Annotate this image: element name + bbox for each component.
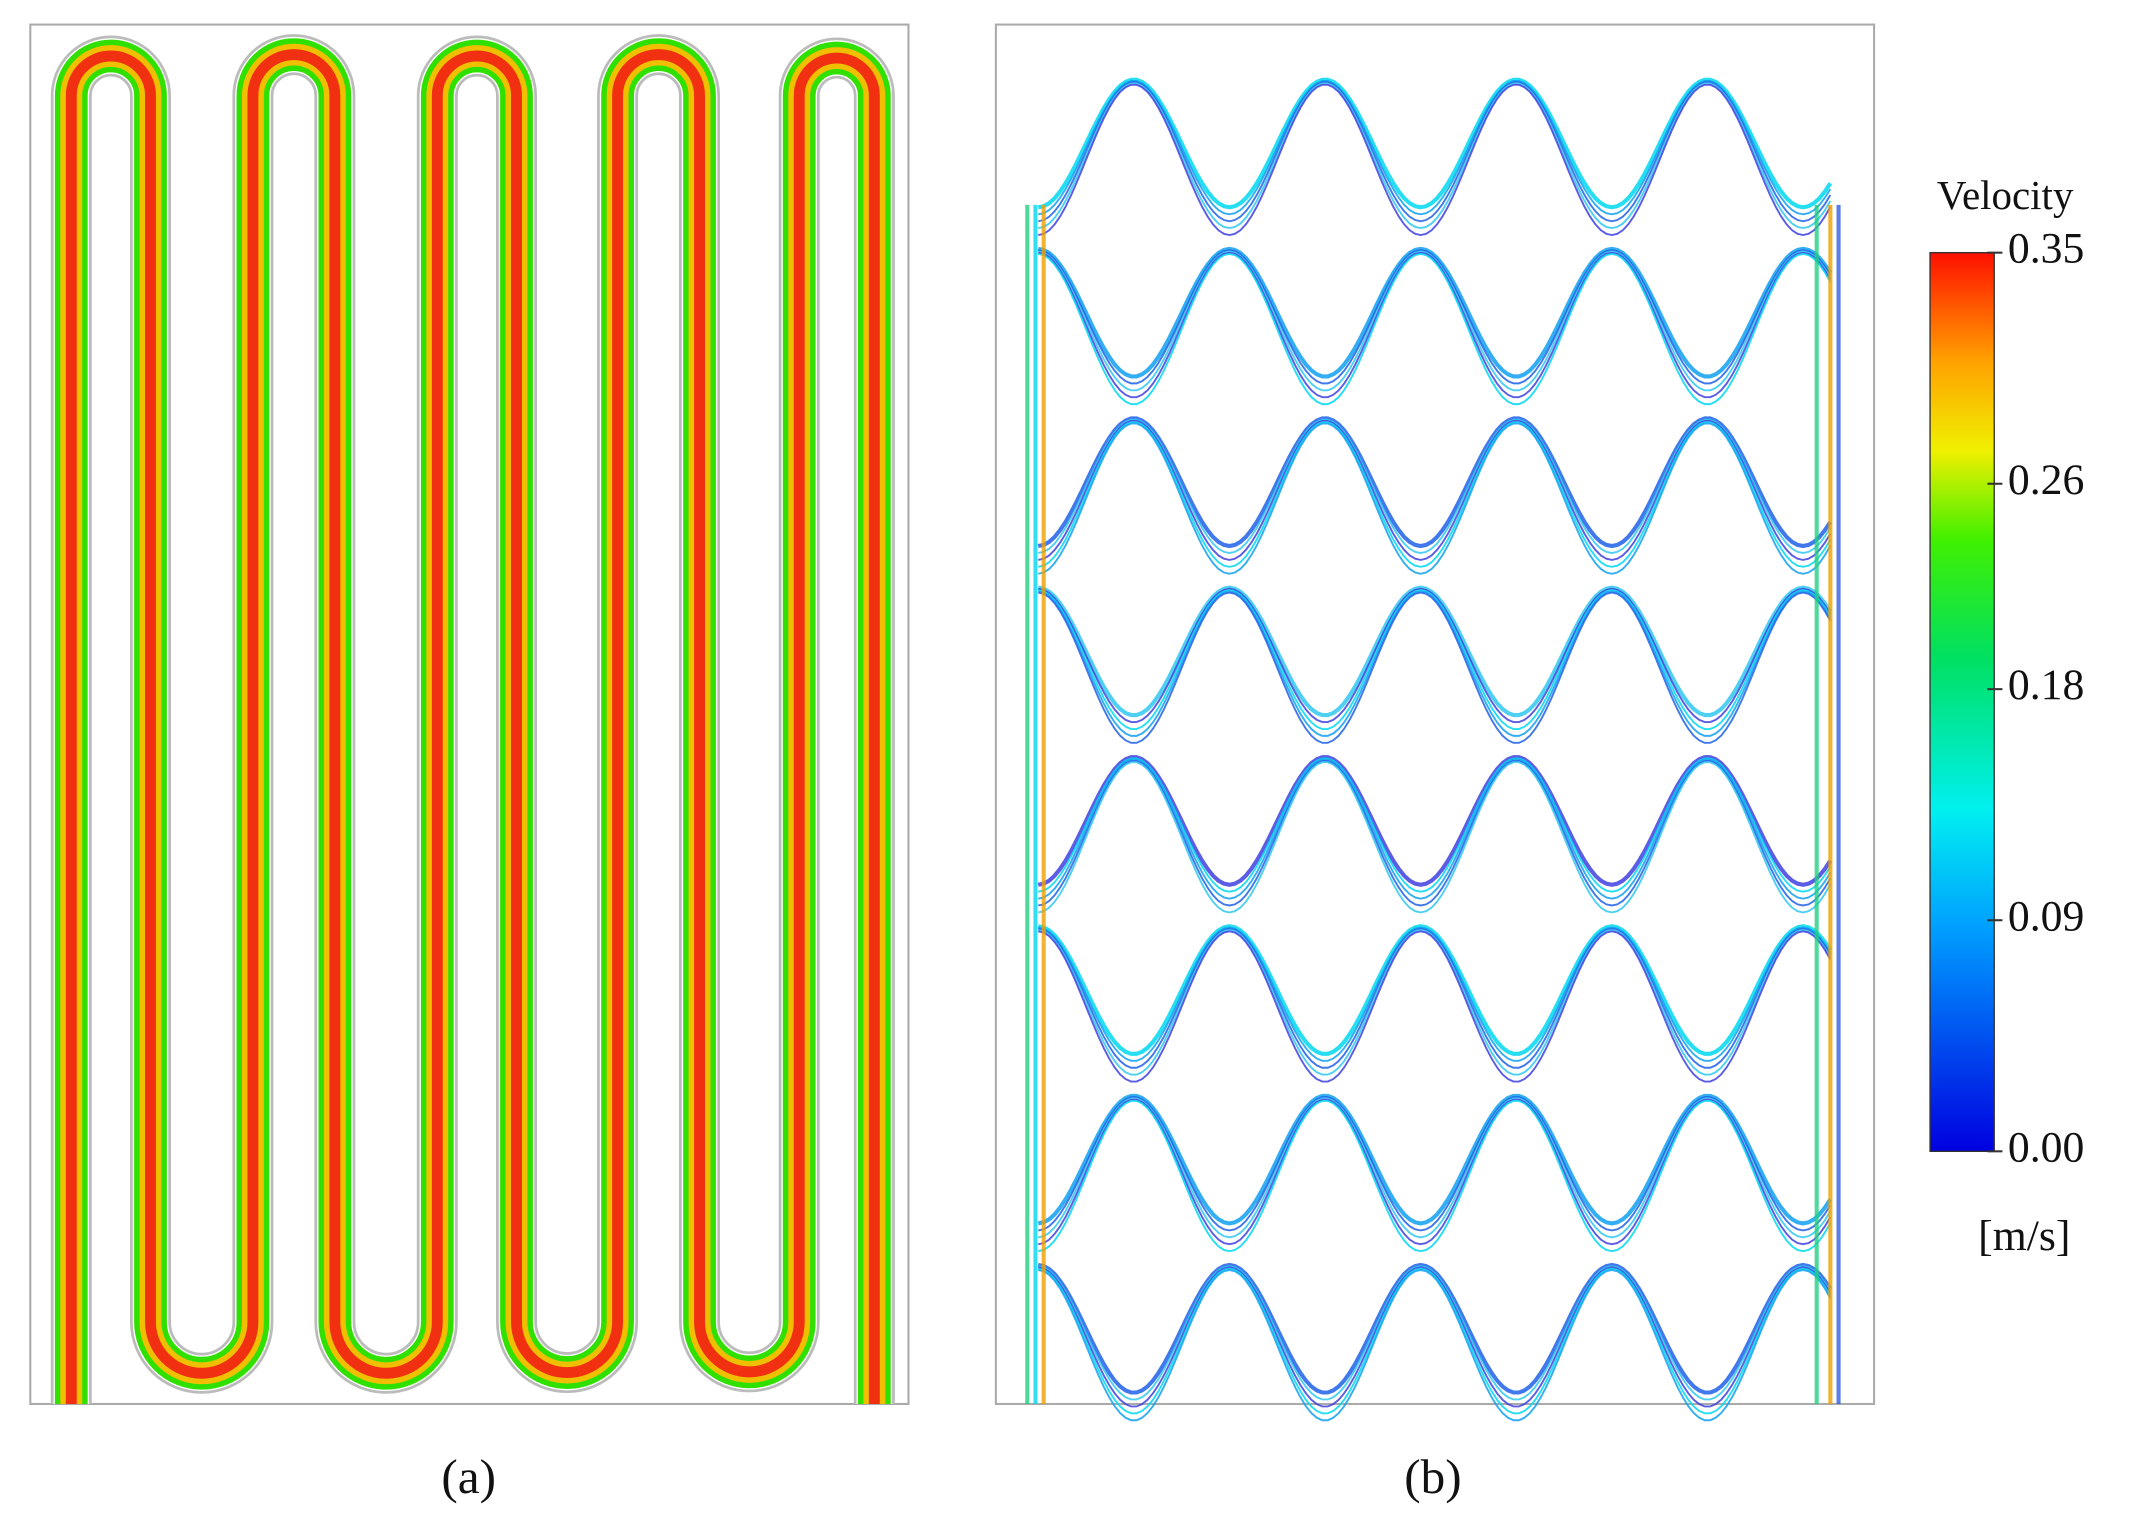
streamline	[1038, 1266, 1832, 1408]
streamline	[1038, 249, 1832, 385]
tick-label: 0.00	[2008, 1123, 2084, 1171]
tick-label: 0.18	[2008, 661, 2084, 709]
colorbar-ticks: 0.35 0.26 0.18 0.09 0.00	[1987, 225, 2084, 1171]
streamline	[1038, 252, 1832, 406]
streamline	[1038, 927, 1832, 1069]
tick-label: 0.26	[2008, 456, 2084, 504]
streamline	[1038, 1099, 1832, 1253]
streamline	[1037, 77, 1833, 210]
streamline	[1038, 82, 1832, 230]
streamline	[1038, 929, 1832, 1076]
streamline	[1038, 418, 1832, 554]
streamline	[1038, 83, 1832, 237]
streamline	[1038, 761, 1832, 914]
streamline	[1038, 587, 1832, 724]
streamline	[1037, 585, 1833, 718]
colorbar-title: Velocity	[1937, 172, 2074, 218]
streamline	[1038, 419, 1832, 561]
streamline	[1038, 590, 1832, 737]
tick-label: 0.35	[2008, 225, 2084, 273]
streamline	[1038, 760, 1832, 907]
colorbar-unit: [m/s]	[1978, 1212, 2070, 1260]
streamline	[1038, 591, 1832, 744]
streamline	[1038, 81, 1832, 223]
velocity-core	[65, 49, 880, 1404]
tick-label: 0.09	[2008, 892, 2084, 940]
streamline	[1038, 926, 1832, 1062]
streamline	[1037, 924, 1833, 1056]
streamline	[1038, 1098, 1832, 1246]
streamline	[1038, 1269, 1832, 1422]
streamline	[1037, 1262, 1833, 1395]
streamline	[1038, 80, 1832, 216]
streamline	[1038, 1265, 1832, 1401]
streamline	[1038, 589, 1832, 730]
streamline	[1037, 755, 1833, 887]
panel-a-frame	[29, 23, 910, 1406]
streamline	[1037, 416, 1833, 549]
streamline	[1038, 422, 1832, 575]
streamline	[1038, 757, 1832, 893]
streamline	[1038, 1096, 1832, 1232]
streamline	[1038, 421, 1832, 568]
panel-b-flow	[1025, 77, 1841, 1422]
streamline	[1038, 1097, 1832, 1239]
colorbar	[1929, 251, 1995, 1153]
streamline	[1037, 1093, 1833, 1226]
streamline	[1038, 250, 1832, 392]
streamline	[1037, 246, 1833, 379]
streamline	[1038, 758, 1832, 900]
panel-label: (b)	[1404, 1449, 1461, 1504]
streamline	[1038, 930, 1832, 1083]
panel-a-flow	[50, 34, 895, 1404]
panel-label: (a)	[441, 1449, 496, 1504]
streamline	[1038, 251, 1832, 399]
streamline	[1038, 1267, 1832, 1415]
